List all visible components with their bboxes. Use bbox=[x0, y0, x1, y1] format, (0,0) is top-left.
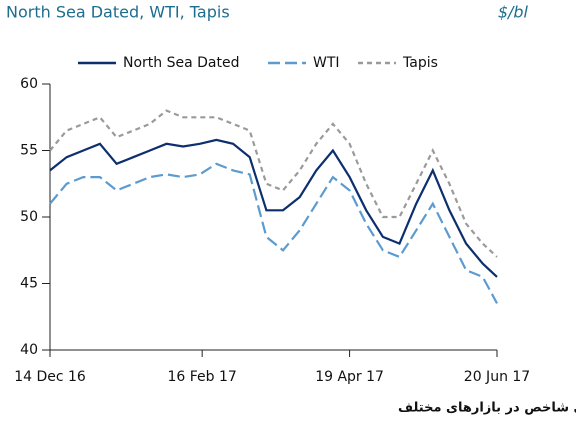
x-tick-label: 16 Feb 17 bbox=[168, 369, 237, 385]
series-line bbox=[49, 162, 498, 304]
legend-label: North Sea Dated bbox=[123, 55, 239, 71]
y-tick-label: 50 bbox=[20, 209, 38, 225]
series-line bbox=[49, 138, 498, 278]
y-tick-label: 55 bbox=[20, 143, 38, 159]
series-line bbox=[49, 109, 498, 258]
legend-label: WTI bbox=[313, 55, 340, 71]
y-tick-label: 45 bbox=[20, 276, 38, 292]
x-tick-label: 14 Dec 16 bbox=[14, 369, 86, 385]
y-tick-label: 60 bbox=[20, 76, 38, 92]
x-tick-label: 19 Apr 17 bbox=[315, 369, 384, 385]
legend-label: Tapis bbox=[402, 55, 438, 71]
y-tick-label: 40 bbox=[20, 342, 38, 358]
x-tick-label: 20 Jun 17 bbox=[464, 369, 530, 385]
caption: روند قیمت نفت خام های شاخص در بازارهای م… bbox=[398, 401, 576, 416]
chart-title: North Sea Dated, WTI, Tapis bbox=[6, 3, 230, 22]
unit-label: $/bl bbox=[498, 3, 529, 22]
